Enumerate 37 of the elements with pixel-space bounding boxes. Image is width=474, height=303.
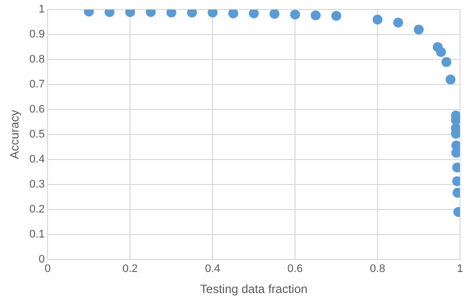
y-tick-label: 0.4 <box>29 154 45 166</box>
x-tick-label: 0.4 <box>204 263 220 276</box>
y-tick-label: 0.8 <box>29 54 45 66</box>
point <box>228 10 238 18</box>
y-tick-label: 0.7 <box>29 78 45 91</box>
point <box>436 47 446 58</box>
point <box>446 74 456 85</box>
point <box>310 10 321 20</box>
point <box>331 10 342 21</box>
x-tick-label: 0.6 <box>287 263 303 276</box>
point <box>187 10 197 18</box>
point <box>290 10 300 20</box>
y-tick-label: 0 <box>38 253 45 266</box>
y-axis-title: Accuracy <box>8 110 22 160</box>
y-tick-label: 0.3 <box>29 178 45 190</box>
point <box>248 10 259 18</box>
point <box>208 10 218 18</box>
x-tick-label: 0.2 <box>122 263 138 276</box>
point <box>104 10 115 18</box>
point <box>269 10 280 19</box>
point <box>414 24 424 35</box>
point <box>372 14 383 25</box>
y-tick-label: 0.5 <box>29 128 45 141</box>
point <box>166 10 176 18</box>
point <box>146 10 156 18</box>
x-tick-label: 0.8 <box>370 263 386 276</box>
y-tick-label: 0.9 <box>29 28 45 41</box>
y-tick-label: 0.6 <box>29 104 45 116</box>
y-tick-label: 0.1 <box>29 228 45 240</box>
y-tick-label: 0.2 <box>29 203 45 216</box>
point <box>451 148 460 158</box>
point <box>393 18 404 28</box>
point <box>441 57 452 68</box>
point <box>125 10 136 18</box>
y-tick-label: 1 <box>38 4 45 16</box>
x-tick-label: 1 <box>456 263 464 276</box>
x-axis-title: Testing data fraction <box>200 282 308 296</box>
